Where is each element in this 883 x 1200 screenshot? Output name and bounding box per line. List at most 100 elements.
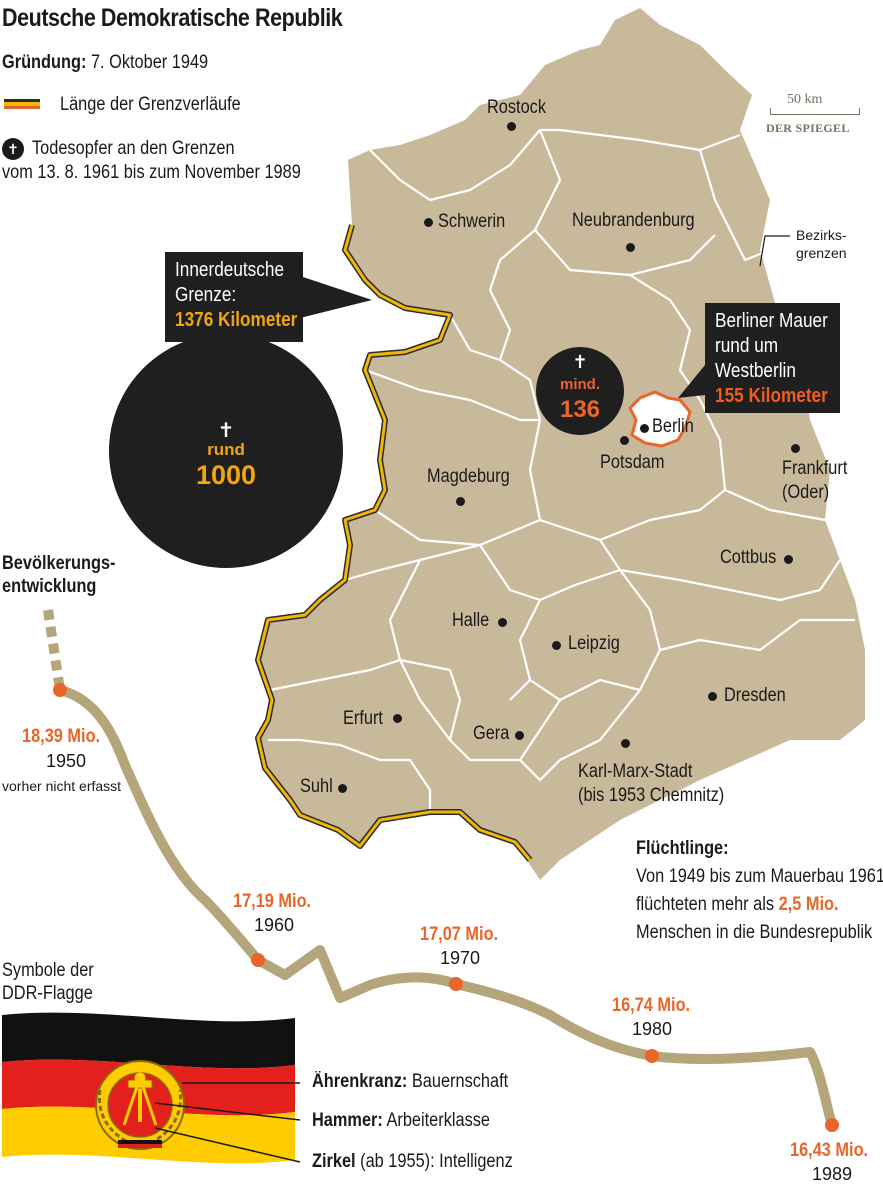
- city-berlin: Berlin: [652, 416, 694, 437]
- city-dot-neubrandenburg: [626, 243, 635, 252]
- flag-item-compass-meaning: Intelligenz: [439, 1151, 513, 1172]
- pop-point-1989: [825, 1118, 839, 1132]
- city-dot-cottbus: [784, 555, 793, 564]
- flag-heading-1: Symbole der: [2, 960, 94, 981]
- flag-item-compass-term: Zirkel: [312, 1151, 356, 1172]
- inner-border-length: 1376 Kilometer: [175, 309, 298, 331]
- city-dot-suhl: [338, 784, 347, 793]
- inner-border-line2: Grenze:: [175, 284, 237, 306]
- city-dresden: Dresden: [724, 685, 786, 706]
- flag-item-compass: Zirkel (ab 1955): Intelligenz: [312, 1151, 513, 1173]
- pop-note: vorher nicht erfasst: [2, 778, 122, 794]
- city-erfurt: Erfurt: [343, 708, 383, 729]
- bezirksgrenzen-label-1: Bezirks-: [796, 227, 847, 243]
- bezirksgrenzen: [268, 128, 855, 812]
- berlin-wall-line2: rund um: [715, 335, 779, 357]
- pop-point-1970: [449, 977, 463, 991]
- city-dot-frankfurt: [791, 444, 800, 453]
- flag-item-hammer-term: Hammer:: [312, 1110, 383, 1131]
- refugees-line2: flüchteten mehr als 2,5 Mio.: [636, 892, 839, 918]
- deaths-berlin-value: 136: [559, 396, 601, 423]
- city-dot-gera: [515, 731, 524, 740]
- city-suhl: Suhl: [300, 776, 333, 797]
- compass-icon: [122, 1072, 158, 1126]
- flag-item-wreath-meaning: Bauernschaft: [411, 1071, 509, 1092]
- refugees-line2a: flüchteten mehr als: [636, 894, 779, 915]
- city-potsdam: Potsdam: [600, 452, 665, 473]
- city-dot-leipzig: [552, 641, 561, 650]
- legend-border-length: Länge der Grenzverläufe: [60, 94, 241, 115]
- city-dot-berlin: [640, 424, 649, 433]
- flag-item-wreath-term: Ährenkranz:: [312, 1071, 408, 1092]
- pop-year-1960: 1960: [254, 915, 295, 935]
- border-legend-line: [4, 99, 40, 109]
- refugees-heading: Flüchtlinge:: [636, 838, 729, 859]
- refugees-count: 2,5 Mio.: [778, 894, 839, 915]
- city-neubrandenburg: Neubrandenburg: [572, 210, 695, 231]
- ddr-emblem: [95, 1060, 185, 1150]
- deaths-inner-label: rund: [207, 440, 245, 459]
- ddr-flag: [2, 1012, 301, 1164]
- city-rostock: Rostock: [487, 97, 547, 118]
- city-dot-karl-marx-stadt: [621, 739, 630, 748]
- flag-item-wreath: Ährenkranz: Bauernschaft: [312, 1071, 508, 1093]
- berlin-wall-length: 155 Kilometer: [715, 385, 828, 407]
- bezirksgrenzen-pointer: [759, 235, 790, 267]
- founding-value: 7. Oktober 1949: [90, 52, 209, 73]
- pop-point-1950: [53, 683, 67, 697]
- city-chemnitz-note: (bis 1953 Chemnitz): [578, 785, 725, 806]
- founding-date: Gründung: 7. Oktober 1949: [2, 52, 208, 74]
- pop-point-1980: [645, 1049, 659, 1063]
- source-logo: DER SPIEGEL: [766, 121, 850, 135]
- berlin-wall-callout: Berliner Mauer rund um Westberlin 155 Ki…: [705, 303, 840, 413]
- city-dot-schwerin: [424, 218, 433, 227]
- pop-value-1980: 16,74 Mio.: [612, 995, 691, 1016]
- page-title: Deutsche Demokratische Republik: [2, 4, 343, 32]
- pop-year-1950: 1950: [46, 751, 87, 771]
- founding-label: Gründung:: [2, 52, 87, 73]
- cross-icon-inner: ✝: [217, 420, 235, 442]
- city-dot-magdeburg: [456, 497, 465, 506]
- pop-year-1989: 1989: [812, 1164, 853, 1184]
- inner-border-callout: Innerdeutsche Grenze: 1376 Kilometer: [165, 252, 303, 342]
- flag-item-hammer-meaning: Arbeiterklasse: [386, 1110, 491, 1131]
- population-heading-1: Bevölkerungs-: [2, 553, 116, 574]
- flag-item-compass-extra: (ab 1955):: [360, 1151, 435, 1172]
- cross-icon: ✝: [2, 138, 24, 160]
- cross-icon-berlin: ✝: [572, 352, 588, 372]
- berlin-wall-callout-pointer: [678, 365, 705, 398]
- city-karl-marx-stadt: Karl-Marx-Stadt: [578, 761, 693, 782]
- population-points: [53, 683, 839, 1132]
- city-dot-erfurt: [393, 714, 402, 723]
- berlin-wall-line1: Berliner Mauer: [715, 310, 828, 332]
- deaths-berlin-circle: [536, 347, 624, 435]
- deaths-berlin-label: mind.: [560, 376, 600, 393]
- refugees-line3: Menschen in die Bundesrepublik: [636, 922, 873, 943]
- flag-item-hammer: Hammer: Arbeiterklasse: [312, 1110, 490, 1132]
- city-halle: Halle: [452, 610, 490, 631]
- city-dot-dresden: [708, 692, 717, 701]
- pop-year-1970: 1970: [440, 948, 481, 968]
- scale-label: 50 km: [787, 92, 823, 107]
- bezirksgrenzen-label-2: grenzen: [796, 245, 847, 261]
- population-curve: [43, 609, 837, 1130]
- legend-deaths-line2: vom 13. 8. 1961 bis zum November 1989: [2, 162, 301, 183]
- flag-heading-2: DDR-Flagge: [2, 983, 93, 1004]
- scale-bar: [770, 108, 860, 115]
- pop-value-1989: 16,43 Mio.: [790, 1140, 869, 1161]
- city-dot-rostock: [507, 122, 516, 131]
- city-frankfurt: Frankfurt: [782, 458, 848, 479]
- flag-black-stripe: [2, 1012, 295, 1069]
- population-heading-2: entwicklung: [2, 576, 97, 597]
- pop-value-1960: 17,19 Mio.: [233, 891, 312, 912]
- berlin-wall-line3: Westberlin: [715, 360, 796, 382]
- pop-value-1970: 17,07 Mio.: [420, 924, 499, 945]
- pop-year-1980: 1980: [632, 1019, 673, 1039]
- refugees-line1: Von 1949 bis zum Mauerbau 1961: [636, 866, 883, 887]
- innerdeutsche-grenze-line: [255, 224, 533, 862]
- pop-point-1960: [251, 953, 265, 967]
- city-cottbus: Cottbus: [720, 547, 777, 568]
- pop-value-1950: 18,39 Mio.: [22, 726, 101, 747]
- inner-border-line1: Innerdeutsche: [175, 259, 285, 281]
